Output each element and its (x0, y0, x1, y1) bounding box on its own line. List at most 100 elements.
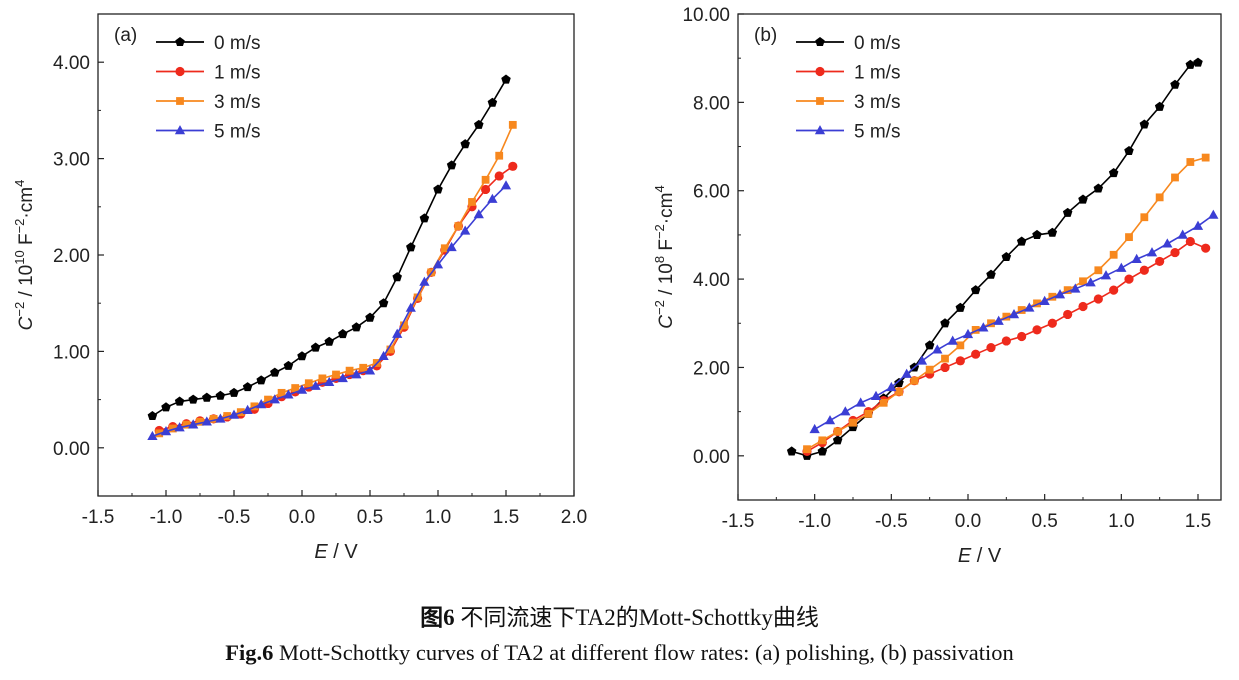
panel-a-legend-label-5-m-s: 5 m/s (214, 122, 260, 143)
panel-b-point-1-m-s (971, 349, 981, 359)
panel-b-point-3-m-s (833, 427, 842, 436)
panel-b-point-1-m-s (1124, 274, 1134, 284)
panel-b-legend-marker-0-m-s (815, 37, 825, 47)
panel-b-point-5-m-s (932, 344, 943, 354)
panel-a-point-3-m-s (400, 321, 408, 330)
panel-b-point-3-m-s (895, 387, 903, 396)
panel-b-point-3-m-s (849, 418, 857, 427)
panel-a-y-axis-ylabel-var: C (16, 316, 37, 330)
panel-a-point-5-m-s (324, 376, 335, 387)
panel-b-point-0-m-s (894, 377, 904, 387)
chart-panel-a: -1.5 -1.0 -0.5 0.0 0.5 1.0 1.5 2.0 0.00 1.00 2.00 3… (12, 13, 587, 563)
panel-b-point-5-m-s (870, 390, 882, 400)
panel-b-point-5-m-s (993, 315, 1004, 325)
panel-a-point-5-m-s (460, 225, 471, 235)
panel-b-point-0-m-s (1124, 145, 1134, 156)
panel-a-point-3-m-s (332, 370, 340, 379)
panel-b-point-0-m-s (1062, 207, 1073, 217)
panel-a-x-tick-label: 1.0 (425, 507, 451, 528)
panel-b-point-5-m-s (1100, 270, 1112, 280)
panel-b-series-1-m-s (802, 236, 1211, 456)
panel-a-point-3-m-s (196, 417, 204, 426)
panel-b-y-tick-label: 10.00 (682, 5, 730, 26)
panel-a-point-3-m-s (468, 198, 476, 206)
panel-a-x-tick-label: 0.5 (357, 507, 383, 528)
panel-b-point-3-m-s (1002, 312, 1011, 321)
panel-b-point-5-m-s (886, 381, 897, 392)
panel-a-series-3-m-s (155, 120, 517, 438)
panel-b-point-5-m-s (1070, 283, 1081, 293)
panel-a-y-tick-label: 0.00 (53, 439, 90, 460)
panel-a-point-0-m-s (406, 242, 416, 252)
panel-b-legend-entry-3-m-s: 3 m/s (796, 92, 900, 113)
panel-b-y-axis-ylabel-var: C (656, 315, 677, 329)
panel-a-point-3-m-s (168, 424, 177, 433)
panel-a-x-axis-var: E (314, 541, 328, 563)
panel-b-point-3-m-s (1155, 193, 1164, 202)
panel-b-series-line-3-m-s (806, 156, 1206, 450)
panel-a-y-axis-ylabel-mid: / 10 (16, 265, 37, 302)
panel-b-point-5-m-s (824, 415, 836, 425)
panel-a-legend-marker-5-m-s (174, 125, 186, 135)
panel-b-point-1-m-s (1201, 243, 1211, 253)
panel-a-legend-entry-3-m-s: 3 m/s (156, 92, 260, 113)
panel-a-point-0-m-s (351, 322, 362, 332)
panel-b-point-1-m-s (1185, 236, 1195, 247)
panel-b-x-tick-label: -1.5 (722, 511, 755, 532)
panel-a-y-axis-ylabel-unit-b: ·cm (16, 187, 37, 219)
panel-a-point-0-m-s (419, 213, 430, 223)
panel-a-point-0-m-s (283, 360, 294, 370)
panel-b-point-3-m-s (971, 326, 980, 334)
caption-en-text: Mott-Schottky curves of TA2 at different… (273, 640, 1014, 665)
panel-b-point-3-m-s (1048, 292, 1057, 301)
panel-b-point-1-m-s (1093, 294, 1103, 304)
panel-b-plot-area (786, 57, 1219, 460)
panel-a-point-0-m-s (147, 410, 158, 421)
panel-a-point-3-m-s (359, 363, 368, 372)
panel-b-point-0-m-s (786, 446, 797, 456)
panel-b-point-0-m-s (1078, 194, 1088, 204)
panel-b-point-3-m-s (879, 398, 888, 407)
panel-b-point-3-m-s (1109, 250, 1118, 259)
panel-b-y-tick-label: 4.00 (693, 270, 730, 291)
panel-a-y-axis-ylabel-unit-exp2: 4 (12, 180, 27, 187)
panel-a-point-5-m-s (337, 372, 348, 383)
panel-b-point-3-m-s (956, 341, 965, 350)
panel-a-series-1-m-s (154, 161, 518, 436)
panel-b-point-3-m-s (941, 354, 949, 363)
panel-a-legend-label-1-m-s: 1 m/s (214, 63, 260, 84)
panel-a-y-axis-ylabel-pow: 10 (12, 250, 27, 264)
panel-a-point-5-m-s (446, 241, 457, 252)
panel-b-point-1-m-s (940, 362, 950, 373)
panel-a-point-0-m-s (474, 119, 484, 129)
panel-a-legend-entry-1-m-s: 1 m/s (156, 63, 260, 84)
panel-a-y-axis-label: C−2 / 1010 F−2·cm4 (12, 180, 37, 331)
panel-a-point-5-m-s (256, 399, 267, 409)
panel-b-x-tick-label: 1.0 (1108, 511, 1134, 532)
panel-b-point-5-m-s (1039, 295, 1050, 305)
panel-b-series-line-0-m-s (791, 61, 1199, 457)
panel-b-point-3-m-s (1017, 306, 1026, 314)
panel-b-y-axis-ylabel-exp: −2 (652, 300, 667, 315)
panel-a-point-5-m-s (500, 180, 512, 190)
panel-a-point-3-m-s (209, 414, 218, 423)
panel-a-x-tick-label: -1.0 (150, 507, 183, 528)
panel-b-point-5-m-s (1131, 253, 1142, 263)
panel-b-point-1-m-s (1139, 265, 1149, 275)
panel-a-point-5-m-s (147, 430, 158, 441)
panel-b-point-1-m-s (1155, 256, 1165, 267)
panel-b-point-0-m-s (1108, 168, 1119, 178)
panel-b-point-0-m-s (955, 302, 966, 312)
panel-b-point-3-m-s (1079, 277, 1087, 286)
panel-a-point-0-m-s (229, 387, 239, 397)
panel-b-point-5-m-s (1008, 309, 1020, 319)
panel-b-point-5-m-s (809, 423, 820, 434)
panel-a-y-tick-label: 2.00 (53, 246, 90, 267)
panel-a-point-3-m-s (291, 384, 300, 392)
panel-a-point-1-m-s (494, 171, 504, 181)
panel-a-point-3-m-s (386, 345, 395, 354)
panel-a-legend-marker-1-m-s (175, 66, 185, 77)
panel-b-point-3-m-s (803, 445, 811, 454)
panel-a-point-5-m-s (228, 409, 240, 419)
panel-b-point-5-m-s (1054, 289, 1066, 299)
